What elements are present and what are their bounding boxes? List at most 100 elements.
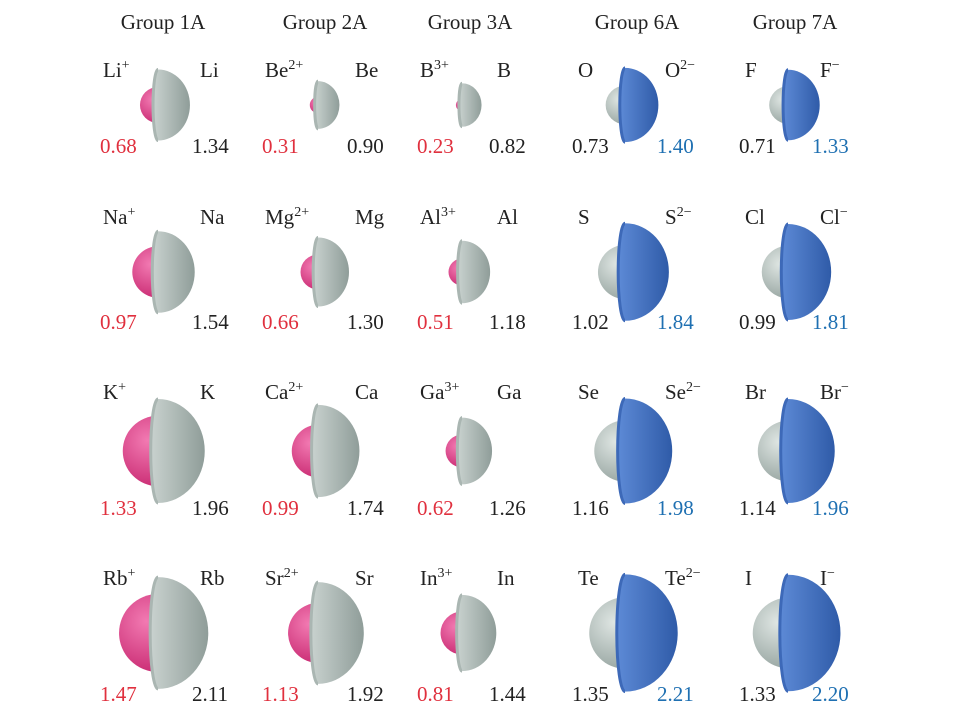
atom-symbol: O [578, 58, 594, 82]
hemisphere-rim [310, 403, 319, 499]
anion-hemisphere [780, 399, 835, 503]
atom-symbol: Sr [355, 566, 374, 590]
atom-radius-value: 0.73 [572, 134, 609, 158]
atom-symbol: Na [200, 205, 225, 229]
anion-hemisphere [783, 69, 820, 141]
ion-charge: 2+ [283, 566, 299, 581]
atom-radius-value: 1.34 [192, 134, 229, 158]
ion-symbol-base: Se [665, 380, 686, 404]
group-header: Group 2A [282, 10, 368, 34]
hemisphere-rim [616, 221, 626, 323]
hemisphere-rim [309, 580, 319, 686]
atom-hemisphere [153, 69, 190, 141]
ion-charge: 2+ [294, 205, 310, 220]
hemisphere-rim [313, 79, 319, 131]
ion-symbol-base: Te [665, 566, 686, 590]
ion-charge: 3+ [434, 58, 449, 73]
atom-radius-value: 0.82 [489, 134, 526, 158]
ion-symbol-base: Br [820, 380, 841, 404]
hemisphere-rim [311, 236, 319, 308]
ion-symbol: Cl− [820, 205, 848, 230]
ion-symbol: Sr2+ [265, 566, 299, 591]
atom-hemisphere [150, 577, 209, 689]
atom-radius-value: 2.11 [192, 682, 228, 706]
ion-charge: 2− [685, 566, 701, 581]
ion-symbol: F− [820, 58, 840, 83]
ion-symbol-base: Sr [265, 566, 284, 590]
ion-charge: 2+ [288, 380, 304, 395]
ion-symbol: O2− [665, 58, 695, 83]
ion-symbol: Al3+ [420, 205, 456, 230]
anion-hemisphere [618, 223, 669, 321]
atom-symbol: Rb [200, 566, 225, 590]
ion-symbol-base: Be [265, 58, 289, 82]
ion-radius-value: 1.33 [812, 134, 849, 158]
ion-symbol: I− [820, 566, 835, 591]
ion-charge: 3+ [444, 380, 460, 395]
ion-symbol: Ca2+ [265, 380, 303, 405]
atom-radius-value: 1.26 [489, 496, 526, 520]
ion-radius-value: 0.51 [417, 310, 454, 334]
hemisphere-rim [781, 68, 789, 142]
hemisphere-rim [149, 397, 159, 505]
ion-radius-value: 0.68 [100, 134, 137, 158]
hemisphere-rim [151, 67, 159, 143]
atom-radius-value: 1.33 [739, 682, 776, 706]
atom-radius-value: 1.92 [347, 682, 384, 706]
ion-symbol: Se2− [665, 380, 701, 405]
ion-symbol: Br− [820, 380, 849, 405]
group-header: Group 1A [120, 10, 206, 34]
ion-symbol: In3+ [420, 566, 452, 591]
ion-symbol: S2− [665, 205, 692, 230]
ion-radius-value: 1.81 [812, 310, 849, 334]
ion-symbol-base: Na [103, 205, 128, 229]
ion-charge: + [118, 380, 127, 395]
ion-radius-value: 1.47 [100, 682, 137, 706]
atom-hemisphere [150, 399, 205, 503]
hemisphere-rim [150, 229, 159, 315]
ion-radius-value: 1.40 [657, 134, 694, 158]
atom-radius-value: 1.96 [192, 496, 229, 520]
hemisphere-rim [615, 572, 626, 694]
atom-radius-value: 0.90 [347, 134, 384, 158]
ion-symbol: Na+ [103, 205, 135, 230]
atom-symbol: Se [578, 380, 599, 404]
ion-symbol-base: I [820, 566, 827, 590]
ion-charge: 2− [680, 58, 696, 73]
ion-symbol: Rb+ [103, 566, 135, 591]
ion-radius-value: 1.13 [262, 682, 299, 706]
ion-charge: − [839, 205, 848, 220]
atom-radius-value: 1.54 [192, 310, 229, 334]
atom-symbol: Br [745, 380, 766, 404]
ion-symbol: Te2− [665, 566, 701, 591]
anion-hemisphere [779, 574, 841, 692]
hemisphere-rim [618, 66, 626, 144]
group-header: Group 7A [752, 10, 838, 34]
atom-radius-value: 1.02 [572, 310, 609, 334]
atom-radius-value: 1.35 [572, 682, 609, 706]
atom-hemisphere [310, 582, 364, 684]
group-header: Group 3A [427, 10, 513, 34]
atom-radius-value: 1.44 [489, 682, 526, 706]
atom-radius-value: 1.74 [347, 496, 384, 520]
hemisphere-rim [779, 222, 789, 322]
ion-charge: − [827, 566, 835, 581]
hemisphere-rim [456, 239, 463, 305]
anion-hemisphere [619, 67, 659, 143]
ion-symbol-base: Rb [103, 566, 128, 590]
atom-symbol: S [578, 205, 590, 229]
ion-symbol-base: Al [420, 205, 441, 229]
ion-symbol-base: K [103, 380, 119, 404]
anion-hemisphere [781, 224, 832, 320]
atom-symbol: Ga [497, 380, 522, 404]
ion-symbol-base: Ga [420, 380, 445, 404]
atom-radius-value: 1.16 [572, 496, 609, 520]
hemisphere-rim [148, 575, 159, 691]
atom-hemisphere [456, 594, 497, 672]
ion-radius-value: 2.21 [657, 682, 694, 706]
ion-charge: 3+ [441, 205, 456, 220]
atom-hemisphere [152, 231, 195, 313]
hemisphere-rim [457, 81, 463, 129]
ion-radius-value: 1.84 [657, 310, 694, 334]
